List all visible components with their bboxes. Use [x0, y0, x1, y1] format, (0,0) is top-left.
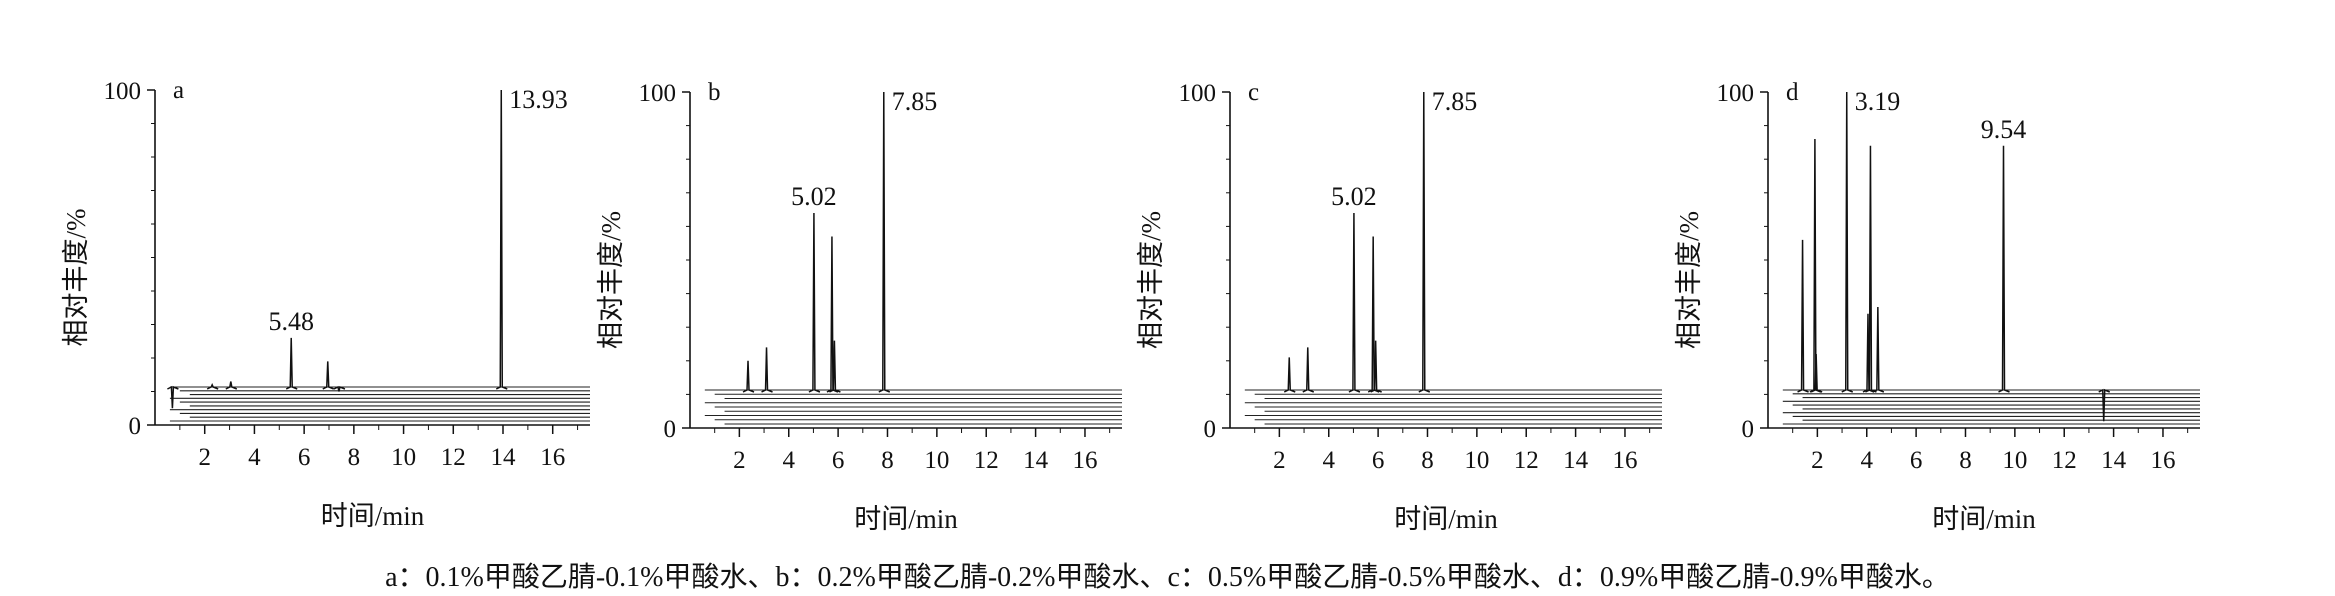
x-tick-label: 6 — [1372, 447, 1385, 474]
x-tick-label: 2 — [1273, 447, 1286, 474]
x-tick-label: 10 — [2002, 447, 2027, 474]
y-tick-label: 100 — [1179, 80, 1217, 107]
y-axis-label: 相对丰度/% — [596, 211, 626, 349]
x-tick-label: 8 — [348, 444, 361, 471]
peak-trace — [1283, 357, 1296, 393]
y-tick-label: 100 — [104, 78, 142, 105]
panel-label: c — [1248, 79, 1259, 106]
x-tick-label: 12 — [441, 444, 466, 471]
peak-trace — [761, 347, 773, 393]
x-tick-label: 16 — [540, 444, 565, 471]
peak-trace — [1862, 313, 1875, 393]
x-axis-label: 时间/min — [1932, 504, 2036, 534]
panel-label: d — [1786, 79, 1799, 106]
x-tick-label: 2 — [1811, 447, 1824, 474]
y-tick-label: 100 — [1717, 80, 1755, 107]
peak-trace — [1872, 307, 1885, 393]
x-tick-label: 12 — [974, 447, 999, 474]
x-tick-label: 4 — [1322, 447, 1335, 474]
x-tick-label: 6 — [832, 447, 845, 474]
x-tick-label: 14 — [491, 444, 517, 471]
peak-trace — [878, 91, 891, 393]
x-tick-label: 14 — [1023, 447, 1049, 474]
peak-trace — [1809, 139, 1822, 393]
y-axis-label: 相对丰度/% — [61, 209, 91, 347]
peak-trace — [1810, 354, 1823, 393]
peak-trace — [1998, 145, 2010, 393]
peak-trace — [808, 212, 821, 393]
peak-trace — [225, 381, 238, 390]
y-axis-label: 相对丰度/% — [1136, 211, 1166, 349]
y-tick-label: 0 — [129, 413, 142, 440]
peak-label: 13.93 — [509, 85, 568, 114]
x-tick-label: 4 — [248, 444, 261, 471]
x-tick-label: 6 — [1910, 447, 1923, 474]
x-tick-label: 8 — [1959, 447, 1972, 474]
peak-trace — [495, 89, 508, 390]
y-tick-label: 0 — [664, 416, 677, 443]
peak-label: 5.48 — [268, 307, 314, 336]
figure-caption: a：0.1%甲酸乙腈-0.1%甲酸水、b：0.2%甲酸乙腈-0.2%甲酸水、c：… — [385, 562, 1950, 593]
peak-trace — [333, 385, 346, 392]
x-axis-label: 时间/min — [321, 501, 425, 531]
x-tick-label: 2 — [198, 444, 211, 471]
x-tick-label: 6 — [298, 444, 311, 471]
y-tick-label: 100 — [639, 80, 677, 107]
x-axis-label: 时间/min — [1394, 504, 1498, 534]
x-tick-label: 16 — [1612, 447, 1637, 474]
peak-trace — [1367, 236, 1380, 393]
peak-trace — [1841, 91, 1854, 393]
x-tick-label: 10 — [1464, 447, 1489, 474]
peak-trace — [206, 382, 219, 390]
peak-trace — [829, 340, 841, 393]
peak-trace — [285, 337, 298, 390]
peak-label: 7.85 — [892, 87, 938, 116]
peak-trace — [322, 361, 335, 390]
peak-label: 9.54 — [1981, 115, 2027, 144]
peak-trace — [167, 385, 179, 409]
x-tick-label: 8 — [1421, 447, 1434, 474]
peak-label: 5.02 — [1331, 182, 1377, 211]
chart-panel-b: 7.85 5.02 0 100 2 4 6 8 10 12 14 16 b 时间/min 相对丰度/% — [596, 79, 1122, 534]
x-tick-label: 12 — [1514, 447, 1539, 474]
peak-trace — [1418, 91, 1431, 393]
peak-label: 3.19 — [1855, 87, 1901, 116]
x-tick-label: 2 — [733, 447, 746, 474]
peak-trace — [742, 360, 755, 393]
x-tick-label: 16 — [1072, 447, 1097, 474]
x-tick-label: 10 — [391, 444, 416, 471]
x-tick-label: 14 — [2101, 447, 2127, 474]
peak-label: 7.85 — [1432, 87, 1478, 116]
x-tick-label: 8 — [881, 447, 894, 474]
y-axis-label: 相对丰度/% — [1674, 211, 1704, 349]
peak-label: 5.02 — [791, 182, 837, 211]
peak-trace — [1348, 212, 1361, 393]
x-tick-label: 4 — [782, 447, 795, 474]
peak-trace — [2098, 388, 2111, 422]
peak-trace — [1370, 340, 1382, 393]
x-tick-label: 12 — [2052, 447, 2077, 474]
panel-label: a — [173, 77, 184, 104]
y-tick-label: 0 — [1204, 416, 1217, 443]
peak-trace — [1797, 239, 1809, 393]
panel-label: b — [708, 79, 721, 106]
peak-trace — [1302, 347, 1315, 393]
x-tick-label: 4 — [1860, 447, 1873, 474]
y-tick-label: 0 — [1742, 416, 1755, 443]
peak-trace — [1865, 145, 1877, 393]
x-tick-label: 10 — [924, 447, 949, 474]
x-tick-label: 16 — [2150, 447, 2175, 474]
peak-trace — [826, 236, 839, 393]
chart-panel-a: 13.93 5.48 0 100 2 4 6 8 10 12 14 16 a 时间/min 相对丰度/% — [61, 77, 590, 531]
chart-panel-c: 7.85 5.02 0 100 2 4 6 8 10 12 14 16 c 时间/min 相对丰度/% — [1136, 79, 1662, 534]
x-axis-label: 时间/min — [854, 504, 958, 534]
chart-panel-d: 3.19 9.54 0 100 2 4 6 8 10 12 14 16 d 时间/min 相对丰度/% — [1674, 79, 2200, 534]
x-tick-label: 14 — [1563, 447, 1589, 474]
